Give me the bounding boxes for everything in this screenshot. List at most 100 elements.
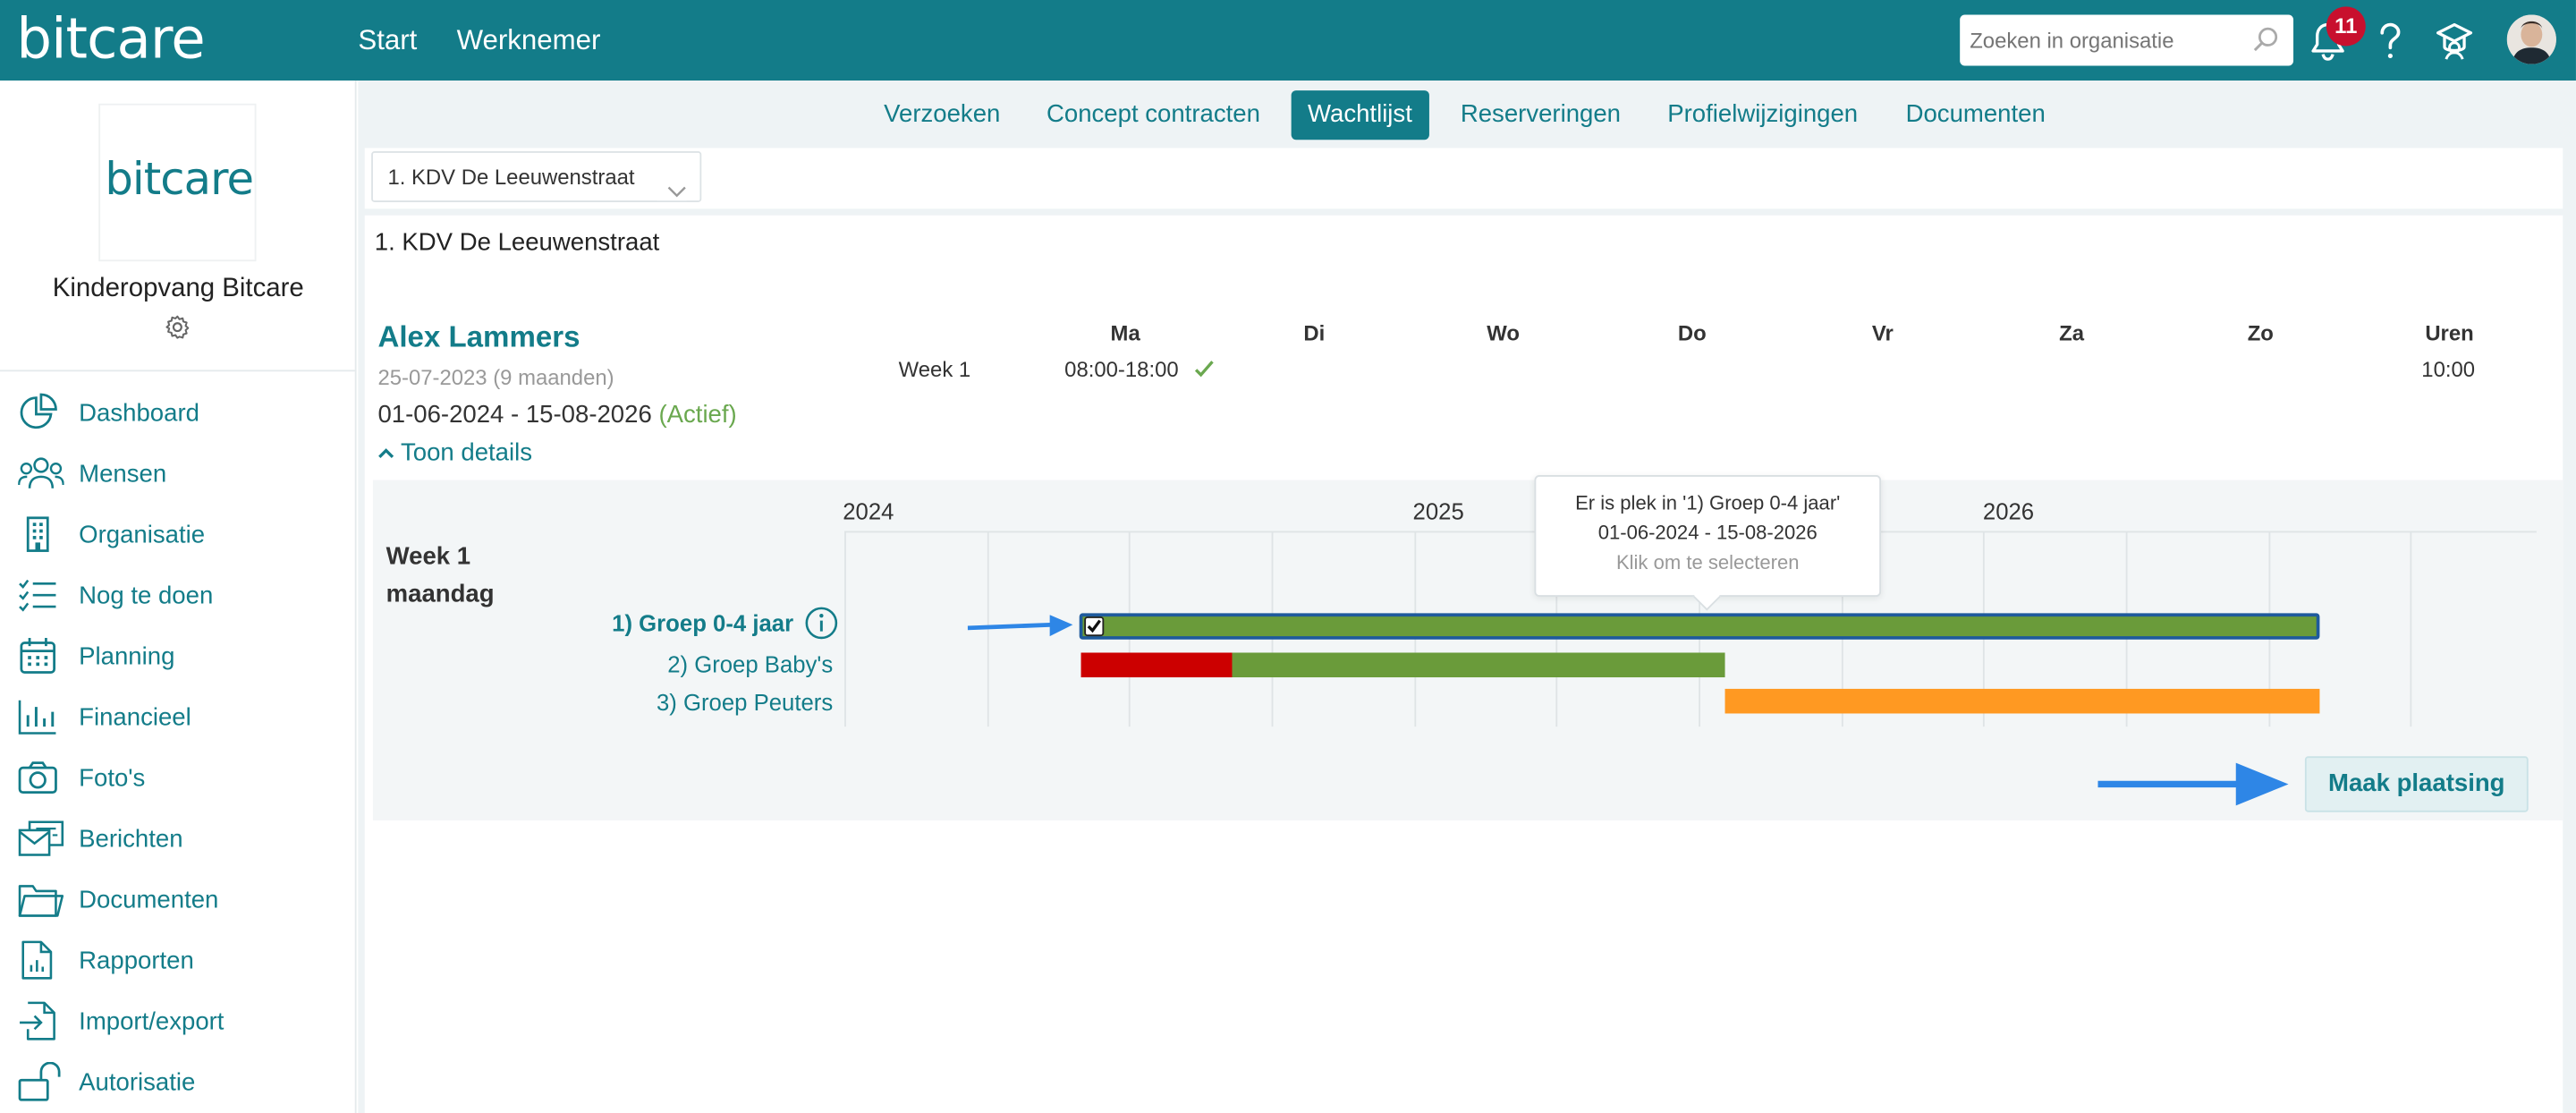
day-header-do: Do bbox=[1677, 320, 1707, 345]
day-header-za: Za bbox=[2059, 320, 2084, 345]
waitlist-panel: 1. KDV De Leeuwenstraat Alex Lammers 25-… bbox=[364, 215, 2563, 1113]
timeline-bar-peuters[interactable] bbox=[1724, 688, 2320, 714]
day-header-ma: Ma bbox=[1110, 320, 1140, 345]
sidebar-item-mensen[interactable]: Mensen bbox=[0, 447, 357, 500]
checklist-icon bbox=[0, 577, 79, 613]
sidebar-item-berichten[interactable]: Berichten bbox=[0, 812, 357, 865]
camera-icon bbox=[0, 760, 79, 795]
timeline-bar-babys-full[interactable] bbox=[1080, 652, 1233, 678]
sidebar-divider bbox=[0, 370, 357, 372]
sidebar-item-planning[interactable]: Planning bbox=[0, 630, 357, 683]
year-label-2024: 2024 bbox=[843, 497, 894, 525]
building-icon bbox=[0, 514, 79, 554]
sidebar-item-label: Import/export bbox=[79, 1007, 225, 1035]
sidebar-item-label: Planning bbox=[79, 641, 175, 670]
org-name: Kinderopvang Bitcare bbox=[52, 274, 304, 303]
group-label-0-4[interactable]: 1) Groep 0-4 jaar bbox=[612, 609, 794, 637]
sidebar-item-import-export[interactable]: Import/export bbox=[0, 995, 357, 1048]
search-box[interactable] bbox=[1960, 14, 2294, 66]
day-header-vr: Vr bbox=[1871, 320, 1894, 345]
sidebar-item-documenten[interactable]: Documenten bbox=[0, 873, 357, 926]
status-badge: (Actief) bbox=[658, 401, 737, 429]
sidebar-item-label: Financieel bbox=[79, 702, 191, 731]
child-name[interactable]: Alex Lammers bbox=[377, 320, 580, 354]
timeline-tooltip: Er is plek in '1) Groep 0-4 jaar' 01-06-… bbox=[1534, 475, 1882, 611]
period-dates: 01-06-2024 - 15-08-2026 bbox=[377, 401, 652, 429]
sidebar-item-label: Rapporten bbox=[79, 946, 194, 974]
unlock-icon bbox=[0, 1062, 79, 1101]
search-input[interactable] bbox=[1960, 14, 2240, 66]
tab-verzoeken[interactable]: Verzoeken bbox=[884, 100, 1001, 129]
sidebar-item-rapporten[interactable]: Rapporten bbox=[0, 934, 357, 987]
child-period: 01-06-2024 - 15-08-2026 (Actief) bbox=[377, 401, 736, 429]
grid-line bbox=[2410, 531, 2412, 727]
sidebar-item-financieel[interactable]: Financieel bbox=[0, 691, 357, 743]
group-label-peuters[interactable]: 3) Groep Peuters bbox=[656, 688, 834, 716]
hours-header: Uren bbox=[2425, 320, 2474, 345]
filter-bar: 1. KDV De Leeuwenstraat bbox=[364, 148, 2563, 209]
nav-start[interactable]: Start bbox=[358, 24, 418, 56]
search-icon[interactable] bbox=[2252, 26, 2278, 61]
nav-werknemer[interactable]: Werknemer bbox=[456, 24, 601, 56]
sidebar-item-dashboard[interactable]: Dashboard bbox=[0, 387, 357, 439]
timeline-bar-babys-available[interactable] bbox=[1232, 652, 1725, 678]
tab-wachtlijst[interactable]: Wachtlijst bbox=[1291, 90, 1429, 140]
day-header-wo: Wo bbox=[1487, 320, 1520, 345]
location-title: 1. KDV De Leeuwenstraat bbox=[374, 228, 660, 257]
sidebar-item-organisatie[interactable]: Organisatie bbox=[0, 508, 357, 561]
timeline-bar-group-0-4[interactable] bbox=[1079, 613, 2320, 640]
graduation-cap-icon[interactable] bbox=[2435, 20, 2474, 71]
notification-badge[interactable]: 11 bbox=[2326, 6, 2366, 47]
sidebar-item-label: Autorisatie bbox=[79, 1067, 196, 1096]
chevron-up-icon bbox=[377, 439, 401, 467]
org-logo: bitcare bbox=[98, 103, 257, 262]
check-icon bbox=[1194, 357, 1214, 387]
year-label-2026: 2026 bbox=[1982, 497, 2035, 525]
week-label: Week 1 bbox=[898, 356, 971, 382]
sidebar-item-fotos[interactable]: Foto's bbox=[0, 752, 357, 804]
monday-time: 08:00-18:00 bbox=[1064, 356, 1179, 382]
year-label-2025: 2025 bbox=[1412, 497, 1464, 525]
org-logo-text: bitcare bbox=[105, 154, 254, 206]
tooltip-line-1: Er is plek in '1) Groep 0-4 jaar' bbox=[1575, 491, 1841, 515]
bar-chart-icon bbox=[0, 699, 79, 735]
tab-profielwijzigingen[interactable]: Profielwijzigingen bbox=[1667, 100, 1859, 129]
sidebar-item-label: Dashboard bbox=[79, 398, 199, 427]
group-label-babys[interactable]: 2) Groep Baby's bbox=[667, 650, 834, 678]
location-select[interactable]: 1. KDV De Leeuwenstraat bbox=[371, 151, 702, 203]
toggle-details-label: Toon details bbox=[400, 438, 533, 467]
checkbox-icon[interactable] bbox=[1084, 616, 1105, 637]
tab-reserveringen[interactable]: Reserveringen bbox=[1460, 100, 1622, 129]
folder-icon bbox=[0, 881, 79, 917]
sidebar: bitcare Kinderopvang Bitcare Dashboard M… bbox=[0, 81, 357, 1113]
sidebar-item-nog-te-doen[interactable]: Nog te doen bbox=[0, 569, 357, 622]
people-icon bbox=[0, 455, 79, 491]
sidebar-item-label: Foto's bbox=[79, 763, 146, 792]
timeline-row-title: Week 1 maandag bbox=[386, 538, 495, 614]
tab-bar: Verzoeken Concept contracten Wachtlijst … bbox=[358, 90, 2576, 140]
sidebar-item-autorisatie[interactable]: Autorisatie bbox=[0, 1056, 357, 1109]
arrow-right-icon bbox=[967, 615, 1076, 646]
location-select-value: 1. KDV De Leeuwenstraat bbox=[387, 164, 635, 190]
day-header-zo: Zo bbox=[2247, 320, 2274, 345]
toggle-details-link[interactable]: Toon details bbox=[377, 439, 532, 467]
app-logo[interactable]: bitcare bbox=[16, 6, 205, 72]
tab-documenten[interactable]: Documenten bbox=[1905, 100, 2046, 129]
make-placement-button[interactable]: Maak plaatsing bbox=[2304, 756, 2529, 812]
row-day-label: maandag bbox=[386, 580, 495, 608]
sidebar-item-label: Documenten bbox=[79, 885, 219, 913]
avatar[interactable] bbox=[2506, 14, 2556, 64]
info-icon[interactable] bbox=[805, 607, 838, 648]
help-icon[interactable] bbox=[2376, 21, 2405, 69]
main-content: Verzoeken Concept contracten Wachtlijst … bbox=[358, 81, 2576, 1113]
hours-value: 10:00 bbox=[2421, 356, 2476, 382]
gear-icon[interactable] bbox=[165, 314, 191, 349]
tab-concept-contracten[interactable]: Concept contracten bbox=[1046, 100, 1260, 129]
import-export-icon bbox=[0, 1001, 79, 1041]
sidebar-item-label: Organisatie bbox=[79, 520, 206, 548]
grid-line bbox=[844, 531, 846, 727]
tooltip-pointer bbox=[1692, 582, 1721, 611]
pie-chart-icon bbox=[0, 393, 79, 432]
top-bar: bitcare Start Werknemer 11 bbox=[0, 0, 2576, 81]
sidebar-item-label: Berichten bbox=[79, 824, 183, 853]
